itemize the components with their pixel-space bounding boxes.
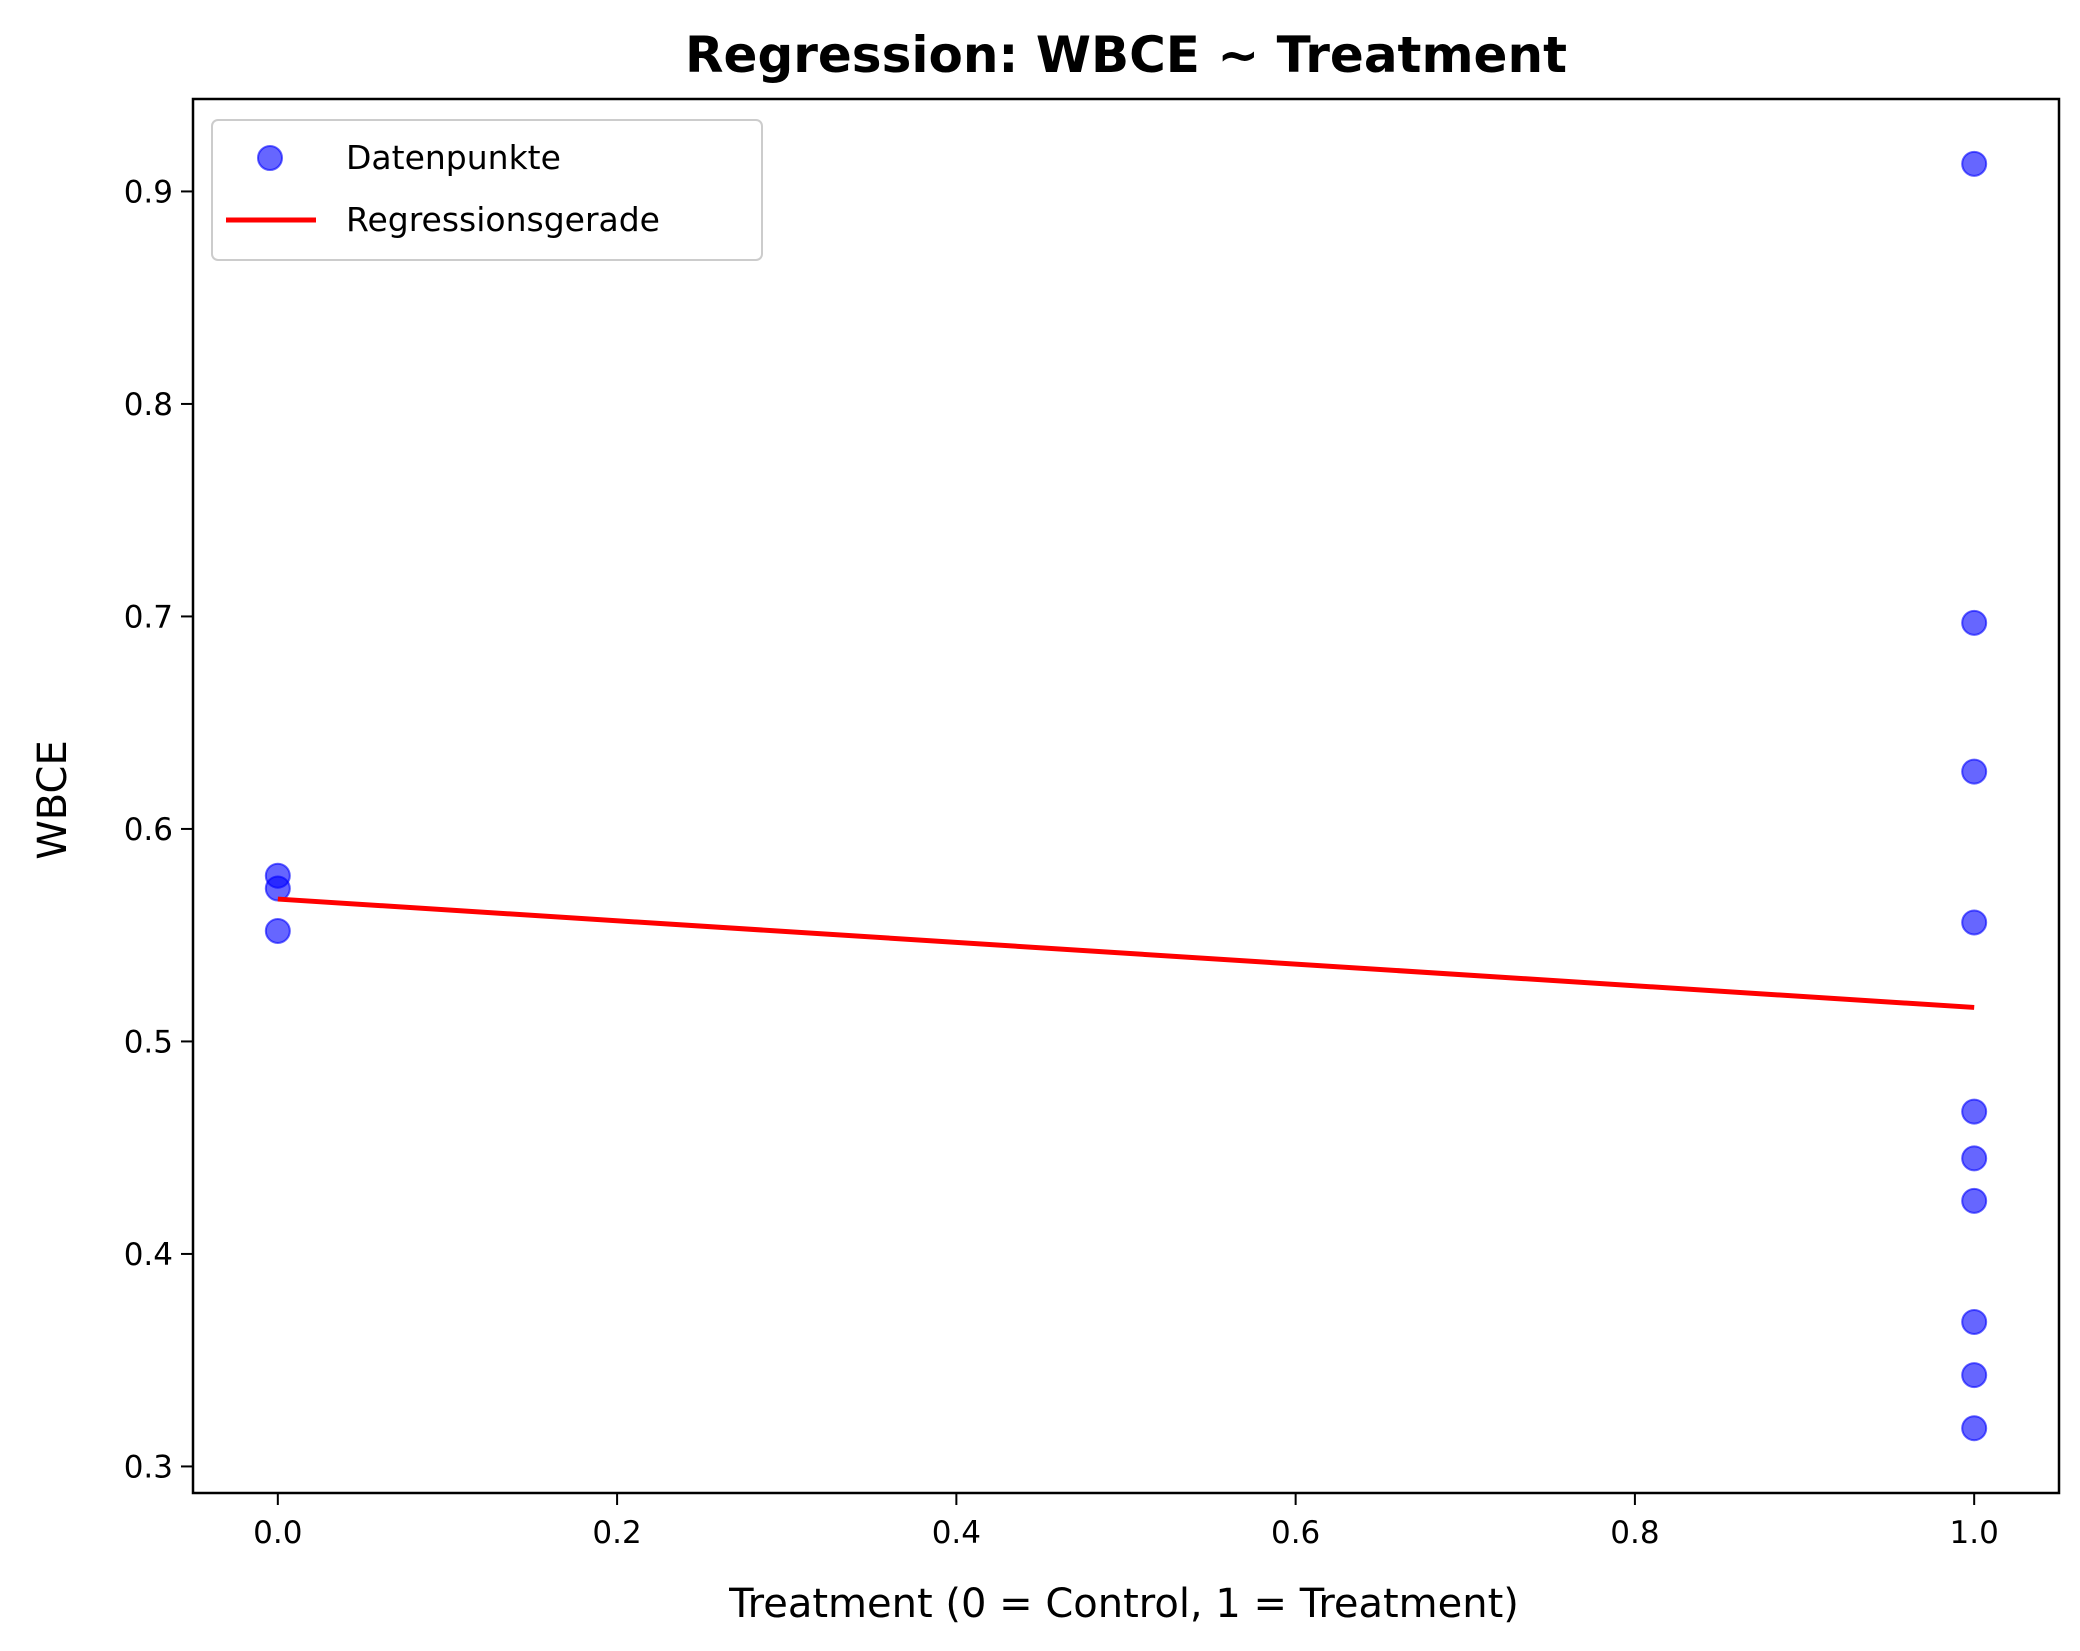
chart-title: Regression: WBCE ~ Treatment bbox=[685, 26, 1567, 84]
x-tick-label: 1.0 bbox=[1950, 1515, 1999, 1551]
x-axis-ticks: 0.0 0.2 0.4 0.6 0.8 1.0 bbox=[253, 1493, 1999, 1551]
y-tick-label: 0.4 bbox=[124, 1237, 173, 1273]
legend-marker-datenpunkte bbox=[257, 145, 283, 171]
data-point bbox=[1961, 1308, 1988, 1335]
x-tick-label: 0.6 bbox=[1271, 1515, 1320, 1551]
data-point bbox=[1961, 1362, 1988, 1389]
y-tick-label: 0.8 bbox=[124, 387, 173, 423]
legend: Datenpunkte Regressionsgerade bbox=[211, 119, 763, 261]
data-point bbox=[264, 875, 291, 902]
regression-line bbox=[277, 896, 1975, 1010]
plot-area bbox=[264, 150, 1988, 1442]
y-axis-ticks: 0.3 0.4 0.5 0.6 0.7 0.8 0.9 bbox=[124, 174, 193, 1485]
data-point bbox=[264, 917, 291, 944]
x-tick-label: 0.2 bbox=[592, 1515, 641, 1551]
x-tick-label: 0.4 bbox=[932, 1515, 981, 1551]
data-point bbox=[1961, 1415, 1988, 1442]
data-point bbox=[1961, 609, 1988, 636]
y-tick-label: 0.9 bbox=[124, 174, 173, 210]
plot-frame bbox=[191, 97, 2061, 1495]
data-point bbox=[1961, 150, 1988, 177]
data-point bbox=[1961, 1145, 1988, 1172]
data-point bbox=[1961, 1187, 1988, 1214]
legend-label-regressionsgerade: Regressionsgerade bbox=[346, 200, 660, 239]
y-tick-label: 0.7 bbox=[124, 599, 173, 635]
y-tick-label: 0.5 bbox=[124, 1024, 173, 1060]
data-point bbox=[1961, 758, 1988, 785]
data-point bbox=[1961, 909, 1988, 936]
legend-box bbox=[211, 119, 763, 261]
data-point bbox=[1961, 1098, 1988, 1125]
y-tick-label: 0.6 bbox=[124, 812, 173, 848]
x-tick-label: 0.8 bbox=[1610, 1515, 1659, 1551]
y-tick-label: 0.3 bbox=[124, 1449, 173, 1485]
x-tick-label: 0.0 bbox=[253, 1515, 302, 1551]
x-axis-label: Treatment (0 = Control, 1 = Treatment) bbox=[728, 1581, 1519, 1627]
legend-label-datenpunkte: Datenpunkte bbox=[346, 138, 561, 177]
y-axis-label: WBCE bbox=[30, 740, 76, 860]
